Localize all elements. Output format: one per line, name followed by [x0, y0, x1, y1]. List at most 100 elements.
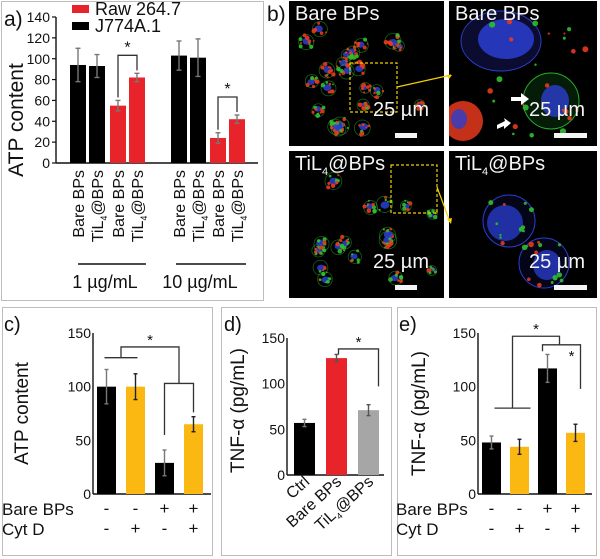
- red-particle: [314, 107, 318, 111]
- red-particle: [417, 101, 420, 104]
- scale-bar-label: 25 µm: [529, 251, 585, 273]
- significance-star: *: [533, 321, 539, 338]
- green-particle: [552, 275, 558, 281]
- x-category-label: Bare BPs: [111, 170, 128, 238]
- red-particle: [384, 195, 388, 199]
- red-particle: [315, 79, 320, 84]
- panel-label: d): [224, 314, 242, 336]
- red-particle: [361, 71, 365, 75]
- y-axis-label: TNF-α (pg/mL): [409, 351, 430, 476]
- red-particle: [398, 48, 402, 52]
- red-particle: [361, 131, 365, 134]
- green-particle: [559, 128, 567, 135]
- green-particle: [522, 104, 529, 111]
- red-particle: [361, 87, 364, 91]
- cyt-d-sign: +: [131, 519, 141, 538]
- red-particle: [381, 89, 385, 93]
- red-particle: [362, 204, 367, 209]
- red-particle: [307, 39, 312, 44]
- y-tick-label: 0: [468, 486, 476, 502]
- green-particle: [387, 200, 389, 203]
- panel-a-label: a): [4, 8, 23, 31]
- cell-membrane: [356, 98, 370, 112]
- green-particle: [431, 209, 435, 213]
- cell-membrane: [318, 62, 336, 79]
- title-subscript: 4: [322, 166, 329, 178]
- green-particle: [562, 36, 566, 40]
- green-particle: [433, 270, 437, 274]
- bar: [70, 64, 86, 163]
- y-tick-label: 100: [262, 376, 286, 392]
- bar: [210, 137, 226, 163]
- green-particle: [332, 121, 336, 125]
- bar: [190, 57, 206, 163]
- red-particle: [342, 117, 346, 122]
- red-particle: [326, 76, 329, 79]
- scale-bar-label: 25 µm: [529, 99, 585, 121]
- red-particle: [366, 104, 369, 108]
- green-particle: [523, 201, 527, 205]
- bar: [184, 424, 203, 494]
- red-particle: [327, 90, 331, 94]
- red-particle: [366, 85, 370, 89]
- significance-bracket: [337, 348, 380, 387]
- red-particle: [365, 126, 368, 129]
- significance-bracket: [217, 96, 238, 130]
- green-particle: [534, 63, 537, 66]
- legend-swatch: [72, 5, 89, 13]
- red-particle: [375, 95, 379, 100]
- cell-nucleus: [307, 78, 315, 85]
- x-category-label: TiL4@BPs: [90, 170, 109, 242]
- red-particle: [327, 181, 331, 185]
- red-particle: [416, 104, 421, 109]
- green-particle: [550, 281, 554, 284]
- significance-star: *: [124, 39, 130, 56]
- green-particle: [529, 132, 534, 138]
- red-particle: [329, 89, 334, 94]
- x-category-label: TiL4@BPs: [230, 170, 249, 242]
- green-particle: [322, 237, 327, 242]
- significance-bracket: [511, 335, 561, 409]
- cyt-d-sign: -: [489, 519, 495, 538]
- red-particle: [344, 51, 348, 54]
- title-text: @BPs: [328, 153, 386, 175]
- red-particle: [367, 124, 371, 128]
- red-particle: [419, 100, 423, 105]
- micrograph-image: [482, 194, 570, 289]
- green-particle: [335, 178, 338, 182]
- bare-bps-sign: -: [104, 499, 110, 518]
- scale-bar: [395, 285, 417, 290]
- green-particle: [402, 206, 407, 211]
- red-particle: [507, 19, 513, 25]
- cell-nucleus: [383, 231, 393, 239]
- green-particle: [397, 39, 401, 44]
- green-particle: [329, 119, 334, 124]
- x-category-label: Bare BPs: [172, 170, 189, 238]
- cyt-d-sign: -: [545, 519, 551, 538]
- green-particle: [342, 249, 346, 252]
- green-particle: [489, 21, 496, 28]
- title-subscript: 4: [482, 166, 489, 178]
- red-particle: [338, 73, 342, 76]
- green-particle: [518, 226, 524, 232]
- red-particle: [354, 41, 357, 45]
- green-particle: [337, 248, 343, 254]
- green-particle: [378, 208, 381, 211]
- bar: [89, 66, 105, 163]
- red-particle: [561, 108, 565, 112]
- cell-membrane: [312, 259, 329, 276]
- cell-nucleus: [342, 51, 350, 57]
- green-particle: [388, 237, 392, 241]
- micrograph-2: Bare BPs 25 µm: [449, 1, 597, 146]
- y-tick-label: 140: [27, 9, 51, 25]
- cell-membrane: [347, 249, 362, 264]
- red-particle: [332, 128, 336, 132]
- green-particle: [339, 243, 345, 249]
- bare-bps-sign: -: [517, 499, 523, 518]
- micrograph-4: TiL4@BPs 25 µm: [449, 151, 597, 298]
- row-label-bare-bps: Bare BPs: [2, 500, 74, 519]
- green-particle: [348, 55, 354, 60]
- red-particle: [358, 124, 361, 127]
- red-particle: [502, 202, 506, 206]
- red-particle: [399, 279, 403, 284]
